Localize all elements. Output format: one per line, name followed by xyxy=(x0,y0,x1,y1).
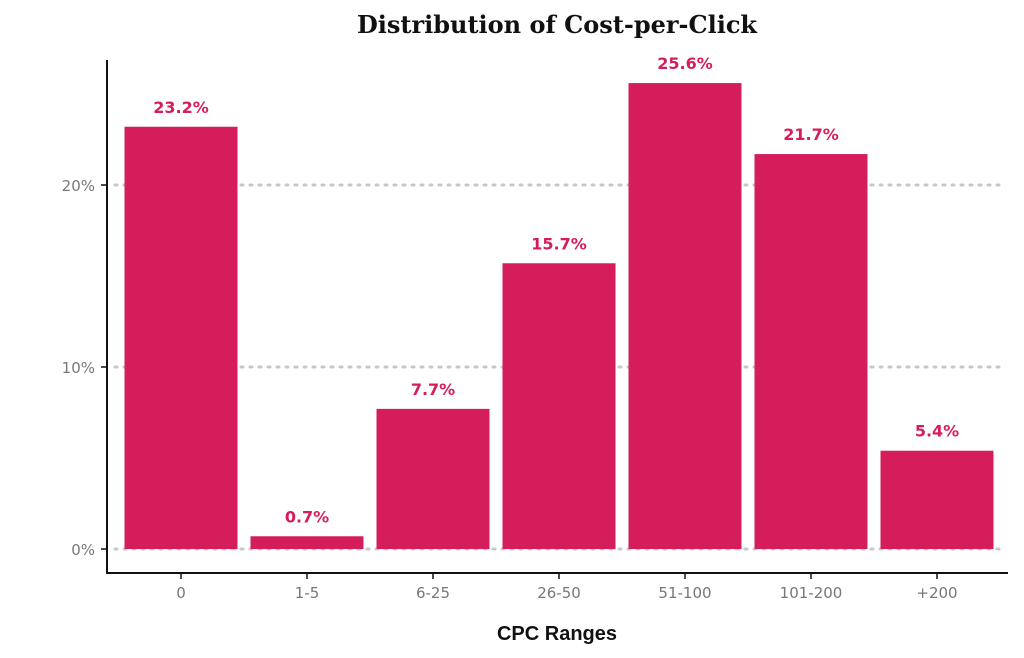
data-label: 23.2% xyxy=(153,98,209,117)
x-tick-label: 1-5 xyxy=(295,584,320,602)
x-tick-label: 26-50 xyxy=(537,584,581,602)
bar xyxy=(502,263,616,549)
x-tick-label: +200 xyxy=(916,584,957,602)
x-tick-label: 101-200 xyxy=(780,584,843,602)
y-tick-label: 20% xyxy=(62,177,95,195)
x-axis-ticks: 0 1-5 6-25 26-50 51-100 101-200 +200 xyxy=(176,573,958,602)
x-tick-label: 51-100 xyxy=(658,584,711,602)
y-tick-label: 0% xyxy=(71,541,95,559)
data-label: 5.4% xyxy=(915,422,959,441)
data-label: 15.7% xyxy=(531,234,587,253)
data-label: 25.6% xyxy=(657,54,713,73)
data-labels: 23.2% 0.7% 7.7% 15.7% 25.6% 21.7% 5.4% xyxy=(153,54,959,526)
bar xyxy=(250,536,364,549)
y-tick-label: 10% xyxy=(62,359,95,377)
y-axis-ticks: 0% 10% 20% xyxy=(62,177,107,559)
bar xyxy=(880,450,994,549)
x-tick-label: 6-25 xyxy=(416,584,450,602)
bar xyxy=(754,154,868,549)
bar xyxy=(628,83,742,549)
data-label: 0.7% xyxy=(285,507,329,526)
data-label: 7.7% xyxy=(411,380,455,399)
x-axis-label: CPC Ranges xyxy=(497,623,617,645)
chart-title: Distribution of Cost-per-Click xyxy=(357,10,758,39)
x-tick-label: 0 xyxy=(176,584,186,602)
bars xyxy=(124,83,994,549)
data-label: 21.7% xyxy=(783,125,839,144)
bar xyxy=(376,408,490,549)
bar xyxy=(124,126,238,549)
